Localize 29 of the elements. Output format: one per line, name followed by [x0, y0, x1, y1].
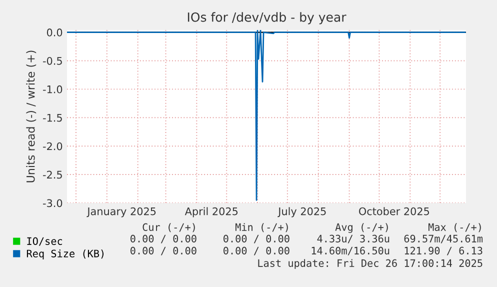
text: Avg (-/+) — [335, 223, 388, 233]
y-axis-title: Units read (-) / write (+) — [26, 50, 36, 182]
text: Min (-/+) — [235, 223, 288, 232]
y-tick-label: 0.0 — [46, 28, 62, 36]
y-tick-label: -1.0 — [43, 85, 62, 94]
x-tick-label: July 2025 — [278, 207, 326, 218]
y-tick-label: -2.5 — [43, 170, 62, 179]
y-tick-label: -2.0 — [43, 142, 62, 150]
text: 69.57m/45.61m — [404, 234, 483, 244]
legend-label: Req Size (KB) — [26, 250, 104, 260]
text: 0.00 / 0.00 — [130, 246, 196, 256]
text: 0.00 / 0.00 — [224, 234, 290, 244]
y-tick-label: -0.5 — [43, 56, 62, 65]
text: Cur (-/+) — [142, 223, 195, 232]
text: 0.00 / 0.00 — [130, 234, 196, 244]
x-tick-label: October 2025 — [359, 207, 430, 216]
legend-label: IO/sec — [27, 237, 62, 246]
chart-title: IOs for /dev/vdb - by year — [188, 12, 346, 24]
y-tick-label: -3.0 — [43, 199, 62, 208]
text: 121.90 / 6.13 — [404, 246, 482, 256]
text: Max (-/+) — [428, 223, 481, 232]
x-tick-label: April 2025 — [184, 207, 238, 218]
line-series — [67, 30, 466, 201]
x-tick-label: January 2025 — [86, 207, 156, 218]
text: Last update: Fri Dec 26 17:00:14 2025 — [258, 259, 482, 269]
text: 4.33u/ 3.36u — [317, 234, 390, 244]
y-tick-label: -1.5 — [43, 114, 62, 122]
text: 0.00 / 0.00 — [224, 246, 290, 256]
text: 14.60m/16.50u — [312, 246, 390, 256]
